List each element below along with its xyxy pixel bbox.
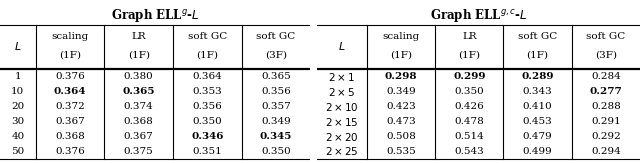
Text: 0.372: 0.372 (55, 102, 85, 111)
Text: 0.277: 0.277 (589, 87, 622, 96)
Text: 0.514: 0.514 (454, 132, 484, 141)
Text: 0.284: 0.284 (591, 72, 621, 81)
Text: 0.473: 0.473 (386, 117, 416, 126)
Text: 20: 20 (12, 102, 24, 111)
Text: 30: 30 (12, 117, 24, 126)
Text: Graph ELL$^g$-$L$: Graph ELL$^g$-$L$ (111, 7, 200, 24)
Text: 0.288: 0.288 (591, 102, 621, 111)
Text: 0.499: 0.499 (523, 147, 552, 156)
Text: 0.357: 0.357 (261, 102, 291, 111)
Text: 0.453: 0.453 (523, 117, 552, 126)
Text: 0.364: 0.364 (54, 87, 86, 96)
Text: (3F): (3F) (595, 50, 617, 59)
Text: scaling: scaling (383, 32, 420, 41)
Text: 40: 40 (12, 132, 24, 141)
Text: scaling: scaling (51, 32, 89, 41)
Text: 0.368: 0.368 (124, 117, 154, 126)
Text: (1F): (1F) (527, 50, 548, 59)
Text: (1F): (1F) (390, 50, 412, 59)
Text: 0.426: 0.426 (454, 102, 484, 111)
Text: 0.543: 0.543 (454, 147, 484, 156)
Text: 0.367: 0.367 (124, 132, 154, 141)
Text: $2 \times 1$: $2 \times 1$ (328, 71, 355, 83)
Text: (3F): (3F) (265, 50, 287, 59)
Text: 0.346: 0.346 (191, 132, 223, 141)
Text: $2 \times 25$: $2 \times 25$ (325, 145, 358, 157)
Text: 10: 10 (12, 87, 24, 96)
Text: 0.349: 0.349 (261, 117, 291, 126)
Text: 0.374: 0.374 (124, 102, 154, 111)
Text: $L$: $L$ (338, 40, 346, 52)
Text: 0.356: 0.356 (193, 102, 222, 111)
Text: 0.423: 0.423 (386, 102, 416, 111)
Text: $L$: $L$ (14, 40, 22, 52)
Text: 0.353: 0.353 (193, 87, 222, 96)
Text: 0.368: 0.368 (55, 132, 85, 141)
Text: (1F): (1F) (59, 50, 81, 59)
Text: 0.367: 0.367 (55, 117, 85, 126)
Text: 0.345: 0.345 (260, 132, 292, 141)
Text: 0.299: 0.299 (453, 72, 486, 81)
Text: 0.535: 0.535 (386, 147, 416, 156)
Text: 0.292: 0.292 (591, 132, 621, 141)
Text: 0.350: 0.350 (454, 87, 484, 96)
Text: 0.375: 0.375 (124, 147, 154, 156)
Text: 0.349: 0.349 (386, 87, 416, 96)
Text: 0.364: 0.364 (193, 72, 222, 81)
Text: 0.291: 0.291 (591, 117, 621, 126)
Text: soft GC: soft GC (518, 32, 557, 41)
Text: 0.376: 0.376 (55, 147, 85, 156)
Text: 0.350: 0.350 (193, 117, 222, 126)
Text: Graph ELL$^{g,c}$-$L$: Graph ELL$^{g,c}$-$L$ (429, 7, 527, 24)
Text: $2 \times 5$: $2 \times 5$ (328, 86, 355, 98)
Text: 50: 50 (12, 147, 24, 156)
Text: 0.356: 0.356 (261, 87, 291, 96)
Text: (1F): (1F) (196, 50, 218, 59)
Text: (1F): (1F) (128, 50, 150, 59)
Text: 0.376: 0.376 (55, 72, 85, 81)
Text: 0.365: 0.365 (122, 87, 155, 96)
Text: LR: LR (131, 32, 146, 41)
Text: 0.508: 0.508 (386, 132, 416, 141)
Text: 0.380: 0.380 (124, 72, 154, 81)
Text: 0.410: 0.410 (523, 102, 552, 111)
Text: $2 \times 10$: $2 \times 10$ (325, 101, 359, 113)
Text: $2 \times 20$: $2 \times 20$ (325, 131, 359, 142)
Text: 0.343: 0.343 (523, 87, 552, 96)
Text: 0.478: 0.478 (454, 117, 484, 126)
Text: LR: LR (462, 32, 477, 41)
Text: 0.289: 0.289 (522, 72, 554, 81)
Text: 0.350: 0.350 (261, 147, 291, 156)
Text: 0.351: 0.351 (193, 147, 222, 156)
Text: 1: 1 (15, 72, 21, 81)
Text: 0.294: 0.294 (591, 147, 621, 156)
Text: soft GC: soft GC (586, 32, 625, 41)
Text: 0.479: 0.479 (523, 132, 552, 141)
Text: 0.365: 0.365 (261, 72, 291, 81)
Text: $2 \times 15$: $2 \times 15$ (325, 116, 358, 128)
Text: 0.298: 0.298 (385, 72, 417, 81)
Text: soft GC: soft GC (188, 32, 227, 41)
Text: soft GC: soft GC (257, 32, 296, 41)
Text: (1F): (1F) (458, 50, 480, 59)
